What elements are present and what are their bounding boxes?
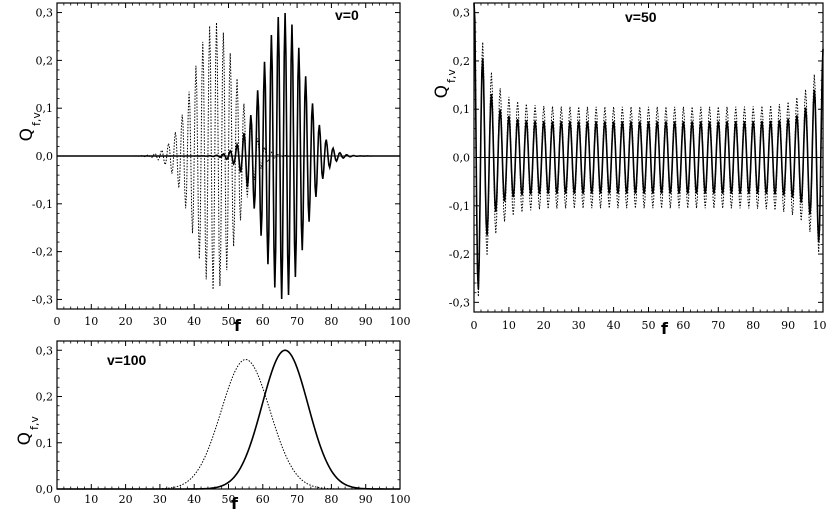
y-tick-label: 0,2 [36, 391, 54, 404]
series-group [57, 349, 400, 490]
x-tick-label: 0 [54, 493, 61, 506]
y-tick-label: -0,1 [449, 200, 470, 213]
y-tick-label: 0,2 [36, 54, 54, 67]
series-line-solid-0 [473, 2, 824, 290]
x-tick-label: 40 [187, 493, 201, 506]
panel-label: v=50 [625, 9, 657, 25]
x-tick-label: 40 [187, 315, 201, 328]
x-tick-label: 70 [290, 315, 304, 328]
y-tick-label: 0,3 [453, 7, 471, 20]
y-tick-label: -0,1 [32, 198, 53, 211]
series-line-dotted-0 [57, 358, 400, 490]
x-tick-label: 20 [537, 319, 551, 332]
y-tick-label: -0,2 [449, 248, 470, 261]
x-tick-label: 90 [359, 315, 373, 328]
y-axis-title: Q f,v [15, 416, 41, 446]
x-tick-label: 10 [502, 319, 516, 332]
y-tick-label: 0,1 [36, 102, 54, 115]
y-tick-label: 0,1 [453, 103, 471, 116]
x-tick-label: 0 [471, 319, 478, 332]
series-group [473, 2, 824, 297]
x-tick-label: 30 [153, 493, 167, 506]
y-tick-label: 0,2 [453, 55, 471, 68]
x-axis-title: f [234, 316, 242, 335]
x-tick-label: 0 [54, 315, 61, 328]
y-tick-label: 0,3 [36, 7, 54, 20]
y-axis-title-sub: f,v [445, 69, 458, 83]
series-group [57, 13, 400, 299]
y-tick-label: -0,3 [449, 296, 470, 309]
y-tick-label: 0,3 [36, 344, 54, 357]
x-tick-label: 80 [324, 493, 338, 506]
y-axis-title: Q f,v [432, 69, 458, 99]
y-tick-label: 0,0 [453, 152, 471, 165]
x-tick-label: 100 [390, 493, 411, 506]
x-tick-label: 70 [711, 319, 725, 332]
panel-v100: 0 10 20 30 40 50 60 70 80 90 100 0,0 0,1 0,2 0,3 v=100… [15, 340, 411, 512]
y-axis-title-sub: f,v [28, 416, 41, 430]
y-axis-title-sub: f,v [30, 112, 43, 126]
tick-labels: 0 10 20 30 40 50 60 70 80 90 100 -0,3 -0,2 -0,1 0,0 0,1… [449, 7, 826, 332]
x-tick-label: 60 [256, 315, 270, 328]
x-tick-label: 80 [324, 315, 338, 328]
axis-ticks [56, 340, 401, 490]
x-tick-label: 30 [153, 315, 167, 328]
x-tick-label: 90 [781, 319, 795, 332]
x-tick-label: 20 [119, 493, 133, 506]
y-tick-label: 0,0 [36, 150, 54, 163]
y-tick-label: 0,0 [36, 483, 54, 496]
x-tick-label: 20 [119, 315, 133, 328]
y-axis-title-main: Q [17, 128, 37, 141]
panel-v0: 0 10 20 30 40 50 60 70 80 90 100 -0,3 -0,2 -0,1 0,0 0,1… [17, 2, 411, 335]
y-axis-title-main: Q [15, 432, 35, 445]
x-axis-title: f [661, 319, 669, 338]
y-tick-label: 0,1 [36, 437, 54, 450]
series-line-solid-1 [57, 13, 400, 299]
x-tick-label: 70 [290, 493, 304, 506]
x-tick-label: 80 [746, 319, 760, 332]
x-tick-label: 50 [222, 493, 236, 506]
axis-ticks [56, 2, 401, 310]
x-tick-label: 100 [390, 315, 411, 328]
x-tick-label: 60 [676, 319, 690, 332]
tick-labels: 0 10 20 30 40 50 60 70 80 90 100 -0,3 -0,2 -0,1 0,0 0,1… [32, 7, 411, 328]
panel-v50: 0 10 20 30 40 50 60 70 80 90 100 -0,3 -0,2 -0,1 0,0 0,1… [432, 2, 826, 338]
panel-label: v=100 [107, 352, 147, 368]
panel-label: v=0 [335, 7, 359, 23]
x-tick-label: 30 [572, 319, 586, 332]
x-tick-label: 10 [84, 493, 98, 506]
x-tick-label: 90 [359, 493, 373, 506]
tick-labels: 0 10 20 30 40 50 60 70 80 90 100 0,0 0,1 0,2 0,3 [36, 344, 411, 506]
y-axis-title-main: Q [432, 85, 452, 98]
x-tick-label: 50 [222, 315, 236, 328]
series-line-dotted-1 [473, 2, 824, 297]
x-tick-label: 50 [642, 319, 656, 332]
x-tick-label: 100 [813, 319, 826, 332]
y-tick-label: -0,3 [32, 293, 53, 306]
x-tick-label: 40 [607, 319, 621, 332]
y-axis-title: Q f,v [17, 112, 43, 142]
x-tick-label: 10 [84, 315, 98, 328]
x-axis-title: f [231, 494, 239, 512]
y-tick-label: -0,2 [32, 246, 53, 259]
x-tick-label: 60 [256, 493, 270, 506]
series-line-solid-1 [57, 349, 400, 490]
